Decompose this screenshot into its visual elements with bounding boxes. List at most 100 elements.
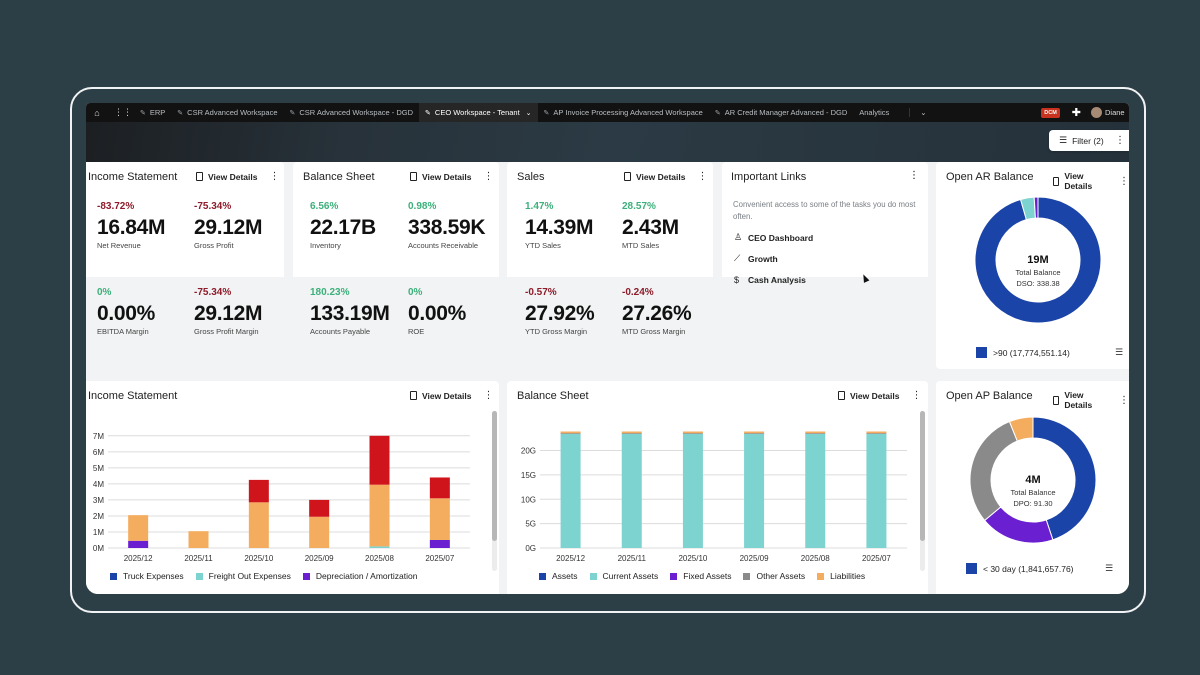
- x-tick-label: 2025/08: [365, 554, 394, 563]
- tab-analytics[interactable]: Analytics: [859, 108, 890, 117]
- bar-segment[interactable]: [128, 515, 149, 541]
- legend-item[interactable]: Liabilities: [817, 571, 865, 581]
- link-cash-analysis[interactable]: $ Cash Analysis: [734, 275, 806, 285]
- apps-grid-icon[interactable]: ⋮⋮: [114, 107, 132, 117]
- bar-segment[interactable]: [188, 531, 209, 548]
- more-options-icon[interactable]: ⋮: [1119, 175, 1129, 187]
- legend-item[interactable]: Depreciation / Amortization: [302, 571, 417, 581]
- tab-ap-invoice[interactable]: ✎ AP Invoice Processing Advanced Workspac…: [543, 108, 703, 117]
- bar-segment[interactable]: [744, 433, 765, 548]
- bar-segment[interactable]: [805, 433, 826, 434]
- view-details-button[interactable]: View Details ⋮: [1053, 171, 1129, 191]
- link-ceo-dashboard[interactable]: ♙ CEO Dashboard: [734, 232, 814, 243]
- bar-segment[interactable]: [805, 433, 826, 548]
- bar-segment[interactable]: [682, 431, 703, 434]
- pin-icon: ✎: [140, 109, 146, 117]
- more-options-icon[interactable]: ⋮: [909, 170, 919, 181]
- avatar[interactable]: [1091, 107, 1102, 118]
- bar-segment[interactable]: [682, 433, 703, 548]
- open-ar-balance-card: Open AR Balance View Details ⋮ 19M Total …: [936, 162, 1129, 369]
- link-growth[interactable]: ⟋ Growth: [734, 253, 778, 264]
- bar-segment[interactable]: [621, 433, 642, 434]
- bar-segment[interactable]: [805, 431, 826, 434]
- bar-segment[interactable]: [621, 433, 642, 548]
- bar-segment[interactable]: [429, 477, 450, 499]
- tab-csr-advanced[interactable]: ✎ CSR Advanced Workspace: [177, 108, 278, 117]
- metric-roe: 0% 0.00% ROE: [408, 287, 467, 336]
- x-tick-label: 2025/08: [801, 554, 830, 563]
- tab-erp[interactable]: ✎ ERP: [140, 108, 166, 117]
- bar-segment[interactable]: [248, 502, 269, 548]
- user-name[interactable]: Diane: [1105, 108, 1125, 117]
- legend-item[interactable]: Assets: [539, 571, 578, 581]
- bar-segment[interactable]: [309, 516, 330, 548]
- metric-ebitda-margin: 0% 0.00% EBITDA Margin: [97, 287, 156, 336]
- bar-segment[interactable]: [682, 433, 703, 434]
- legend-item[interactable]: Freight Out Expenses: [195, 571, 291, 581]
- y-tick-label: 2M: [93, 512, 104, 521]
- legend-item[interactable]: Current Assets: [589, 571, 658, 581]
- bar-segment[interactable]: [309, 499, 330, 517]
- donut-slice[interactable]: [1032, 416, 1097, 541]
- bar-segment[interactable]: [560, 433, 581, 548]
- bar-segment[interactable]: [429, 539, 450, 548]
- bar-segment[interactable]: [866, 433, 887, 434]
- donut-slice[interactable]: [1033, 196, 1039, 219]
- important-links-card: Important Links ⋮ Convenient access to s…: [722, 162, 928, 285]
- metric-accounts-payable: 180.23% 133.19M Accounts Payable: [310, 287, 390, 336]
- donut-slice[interactable]: [969, 420, 1018, 522]
- filter-button[interactable]: ☰ Filter (2) ⋮: [1049, 130, 1129, 151]
- x-tick-label: 2025/11: [618, 554, 647, 563]
- tab-ar-credit[interactable]: ✎ AR Credit Manager Advanced - DGD: [714, 108, 848, 117]
- chevron-down-icon[interactable]: ⌄: [525, 109, 532, 117]
- donut-slice[interactable]: [974, 196, 1102, 324]
- bar-segment[interactable]: [866, 433, 887, 548]
- more-options-icon[interactable]: ⋮: [483, 171, 494, 182]
- more-options-icon[interactable]: ⋮: [911, 390, 922, 401]
- more-options-icon[interactable]: ⋮: [269, 171, 280, 182]
- bar-segment[interactable]: [369, 546, 390, 548]
- view-details-button[interactable]: View Details ⋮: [410, 171, 493, 182]
- more-options-icon[interactable]: ⋮: [483, 390, 494, 401]
- legend-item[interactable]: Truck Expenses: [110, 571, 184, 581]
- bar-segment[interactable]: [560, 431, 581, 434]
- bar-segment[interactable]: [128, 540, 149, 548]
- view-details-button[interactable]: View Details ⋮: [838, 390, 921, 401]
- bar-segment[interactable]: [369, 435, 390, 485]
- bar-segment[interactable]: [744, 433, 765, 434]
- pin-icon: ✎: [425, 109, 431, 117]
- links-description: Convenient access to some of the tasks y…: [733, 200, 916, 221]
- more-options-icon[interactable]: ⋮: [697, 171, 708, 182]
- more-tabs-chevron-icon[interactable]: ⌄: [909, 108, 936, 117]
- more-options-icon[interactable]: ⋮: [1119, 394, 1129, 406]
- bar-segment[interactable]: [744, 431, 765, 434]
- balance-sheet-card: Balance Sheet View Details ⋮ 6.56% 22.17B…: [293, 162, 499, 277]
- donut-slice[interactable]: [1008, 416, 1034, 442]
- ar-legend[interactable]: >90 (17,774,551.14): [976, 347, 1070, 358]
- legend-item[interactable]: Other Assets: [743, 571, 805, 581]
- bar-segment[interactable]: [248, 479, 269, 503]
- view-details-button[interactable]: View Details ⋮: [196, 171, 279, 182]
- view-details-button[interactable]: View Details ⋮: [624, 171, 707, 182]
- view-details-button[interactable]: View Details ⋮: [1053, 390, 1129, 410]
- pin-icon: ✎: [289, 109, 296, 117]
- tab-csr-advanced-dgd[interactable]: ✎ CSR Advanced Workspace - DGD: [289, 108, 414, 117]
- list-icon[interactable]: ☰: [1115, 347, 1124, 357]
- user-icon: ♙: [734, 232, 743, 242]
- home-icon[interactable]: ⌂: [94, 107, 100, 118]
- bar-segment[interactable]: [560, 433, 581, 434]
- bar-segment[interactable]: [369, 484, 390, 547]
- more-options-icon[interactable]: ⋮: [1115, 135, 1125, 146]
- bar-segment[interactable]: [866, 431, 887, 434]
- tab-ceo-workspace[interactable]: ✎ CEO Workspace - Tenant ⌄: [419, 103, 538, 122]
- view-details-button[interactable]: View Details ⋮: [410, 390, 493, 401]
- chart-scrollbar[interactable]: [492, 411, 497, 571]
- bar-segment[interactable]: [429, 498, 450, 540]
- add-icon[interactable]: ✚: [1071, 107, 1081, 119]
- ap-legend[interactable]: < 30 day (1,841,657.76): [966, 563, 1074, 574]
- legend-swatch: [110, 572, 117, 580]
- legend-item[interactable]: Fixed Assets: [670, 571, 731, 581]
- list-icon[interactable]: ☰: [1105, 563, 1114, 573]
- chart-scrollbar[interactable]: [920, 411, 925, 571]
- bar-segment[interactable]: [621, 431, 642, 434]
